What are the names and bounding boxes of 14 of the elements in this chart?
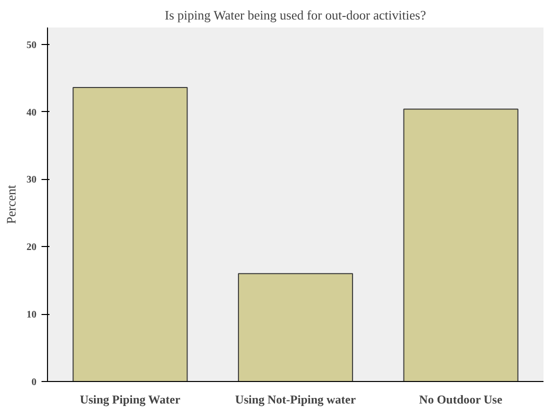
bar <box>72 87 188 382</box>
y-tick-label: 30 <box>26 174 36 186</box>
y-tick-label: 20 <box>26 242 36 254</box>
x-tick-label: Using Piping Water <box>80 392 181 406</box>
y-tick-label: 10 <box>26 310 36 321</box>
chart-title: Is piping Water being used for out-door activities? <box>164 8 426 22</box>
bar <box>238 273 354 382</box>
y-tick-label: 40 <box>26 107 36 118</box>
x-tick-label: Using Not-Piping water <box>235 392 357 406</box>
y-tick-label: 0 <box>32 377 36 388</box>
y-axis-title: Percent <box>4 184 18 224</box>
bar <box>403 108 518 382</box>
x-tick-label: No Outdoor Use <box>419 392 503 406</box>
y-tick-label: 50 <box>26 40 36 51</box>
